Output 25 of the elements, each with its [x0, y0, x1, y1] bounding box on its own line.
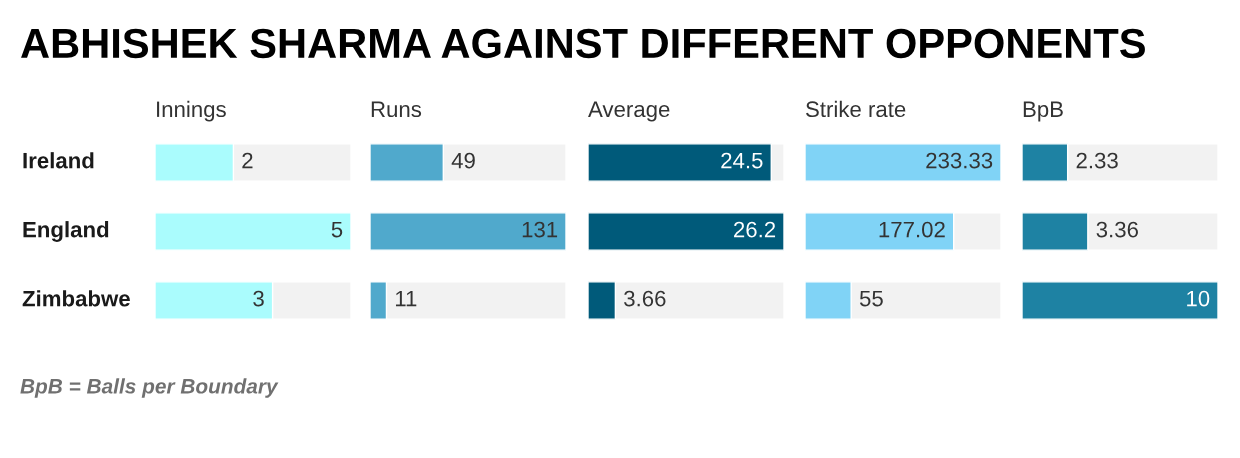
data-label: 24.5 [721, 152, 763, 169]
data-label: 11 [395, 290, 417, 307]
data-label: 177.02 [879, 221, 945, 238]
text: BpB = Balls per Boundary [20, 378, 279, 398]
y-tick-label: England [23, 221, 109, 242]
data-label: 10 [1187, 290, 1210, 307]
data-label: 49 [451, 152, 475, 169]
y-tick-label: Ireland [23, 152, 94, 169]
data-label: 3.36 [1096, 221, 1138, 238]
data-label: 3 [253, 290, 264, 307]
data-label: 2.33 [1076, 152, 1118, 169]
data-label: 5 [331, 221, 343, 238]
data-label: 2 [242, 152, 253, 169]
chart-title: Strike rate [806, 100, 906, 118]
data-label: 131 [522, 221, 558, 238]
y-tick-label: Zimbabwe [22, 290, 130, 307]
chart-title: Average [588, 101, 670, 122]
data-label: 55 [859, 290, 883, 307]
text: ABHISHEK SHARMA AGAINST DIFFERENT OPPONENTS [21, 28, 1145, 59]
chart-title: Innings [157, 100, 226, 122]
chart-title: BpB [1023, 101, 1063, 122]
data-label: 233.33 [926, 152, 993, 169]
data-label: 3.66 [624, 290, 666, 307]
data-label: 26.2 [734, 221, 776, 238]
chart-title: Runs [371, 101, 422, 118]
